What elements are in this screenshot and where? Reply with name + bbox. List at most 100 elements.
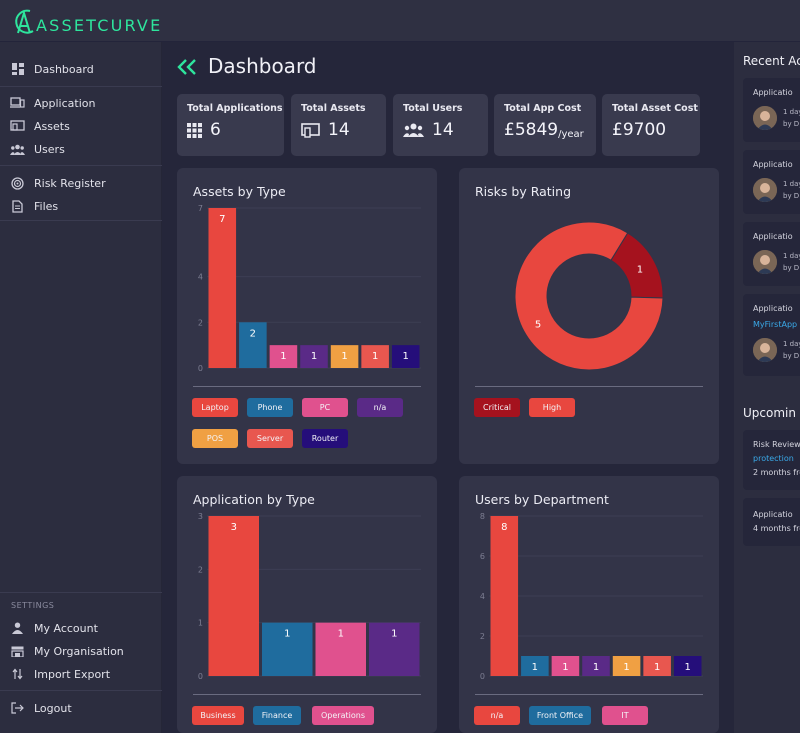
users-icon: [10, 143, 25, 156]
top-bar: ASSETCURVE: [0, 0, 800, 42]
y-tick-label: 1: [198, 619, 203, 628]
activity-author: by D: [783, 120, 800, 128]
bar[interactable]: [582, 656, 610, 676]
sidebar-item-application[interactable]: Application: [10, 93, 95, 113]
avatar: [753, 338, 777, 362]
legend-pill-front-office[interactable]: Front Office: [529, 706, 591, 725]
bar-value-label: 3: [231, 522, 237, 533]
activity-time: 1 day: [783, 252, 800, 260]
sidebar-item-assets[interactable]: Assets: [10, 116, 70, 136]
y-tick-label: 0: [198, 364, 203, 373]
donut-slice[interactable]: [514, 221, 664, 371]
bar[interactable]: [330, 345, 359, 368]
activity-item[interactable]: Applicatio 1 day by D: [743, 150, 800, 214]
sidebar-item-my-account[interactable]: My Account: [10, 618, 98, 638]
bar-value-label: 1: [391, 629, 397, 640]
bar[interactable]: [643, 656, 671, 676]
back-chevrons-icon[interactable]: [175, 57, 199, 77]
sidebar: Dashboard Application Assets Users Risk …: [0, 42, 162, 733]
bar-value-label: 1: [341, 351, 347, 362]
divider: [0, 165, 162, 166]
bar-value-label: 7: [219, 214, 225, 225]
legend-pill-critical[interactable]: Critical: [474, 398, 520, 417]
activity-link[interactable]: MyFirstApp: [753, 320, 798, 329]
bar[interactable]: [208, 516, 260, 676]
sidebar-item-files[interactable]: Files: [10, 196, 58, 216]
legend-divider: [475, 386, 703, 387]
bar[interactable]: [673, 656, 702, 676]
chart-card-application-by-type: Application by Type 0 1 2 3 3 1 1 1 Business Fi…: [177, 476, 437, 733]
stat-card-total-app-cost: Total App Cost £5849/year: [494, 94, 596, 156]
legend-pill-it[interactable]: IT: [602, 706, 648, 725]
legend-pill-business[interactable]: Business: [192, 706, 244, 725]
chart-title: Assets by Type: [193, 184, 286, 199]
legend-pill-server[interactable]: Server: [247, 429, 293, 448]
activity-time: 1 day: [783, 180, 800, 188]
y-tick-label: 4: [198, 273, 203, 282]
bar[interactable]: [208, 208, 237, 368]
upcoming-link[interactable]: protection: [753, 454, 794, 463]
legend-pill-high[interactable]: High: [529, 398, 575, 417]
logo[interactable]: ASSETCURVE: [12, 6, 162, 38]
activity-item[interactable]: Applicatio 1 day by D: [743, 222, 800, 286]
legend-pill-phone[interactable]: Phone: [247, 398, 293, 417]
stat-label: Total App Cost: [504, 103, 582, 114]
stat-value: 6: [210, 120, 221, 140]
bar-value-label: 1: [685, 662, 691, 673]
stat-card-total-applications: Total Applications 6: [177, 94, 284, 156]
bar[interactable]: [269, 345, 298, 368]
legend-pill-finance[interactable]: Finance: [253, 706, 301, 725]
bar[interactable]: [521, 656, 549, 676]
bar-value-label: 1: [654, 662, 660, 673]
recent-activity-title: Recent Ac: [743, 54, 800, 68]
divider: [0, 220, 162, 221]
chart-title: Risks by Rating: [475, 184, 572, 199]
avatar: [753, 106, 777, 130]
legend-pill-na[interactable]: n/a: [357, 398, 403, 417]
bar[interactable]: [315, 622, 367, 676]
bar-value-label: 1: [372, 351, 378, 362]
bar[interactable]: [239, 322, 267, 368]
bar[interactable]: [612, 656, 641, 676]
bar-value-label: 1: [338, 629, 344, 640]
chart-title: Application by Type: [193, 492, 315, 507]
bar[interactable]: [300, 345, 328, 368]
sidebar-item-label: Users: [34, 142, 65, 156]
stat-card-total-users: Total Users 14: [393, 94, 488, 156]
sidebar-item-label: Assets: [34, 119, 70, 133]
upcoming-item[interactable]: Risk Review protection 2 months fro: [743, 430, 800, 490]
bar[interactable]: [262, 622, 313, 676]
sidebar-item-dashboard[interactable]: Dashboard: [10, 59, 94, 79]
bar[interactable]: [490, 516, 519, 676]
activity-item[interactable]: Applicatio MyFirstApp 1 day by D: [743, 294, 800, 376]
logout-button[interactable]: Logout: [10, 698, 72, 718]
bar[interactable]: [369, 622, 420, 676]
legend-pill-operations[interactable]: Operations: [312, 706, 374, 725]
upcoming-item[interactable]: Applicatio 4 months fro: [743, 498, 800, 546]
sidebar-item-label: My Organisation: [34, 644, 124, 658]
upcoming-due: 4 months fro: [753, 524, 800, 533]
bar-value-label: 1: [532, 662, 538, 673]
legend-pill-na[interactable]: n/a: [474, 706, 520, 725]
y-tick-label: 3: [198, 512, 203, 521]
bar[interactable]: [391, 345, 420, 368]
sidebar-item-my-organisation[interactable]: My Organisation: [10, 641, 124, 661]
bar[interactable]: [551, 656, 580, 676]
bar-value-label: 8: [501, 522, 507, 533]
y-tick-label: 2: [480, 632, 485, 641]
legend-pill-router[interactable]: Router: [302, 429, 348, 448]
sidebar-item-users[interactable]: Users: [10, 139, 65, 159]
activity-item[interactable]: Applicatio 1 day by D: [743, 78, 800, 142]
bar[interactable]: [361, 345, 389, 368]
sidebar-item-risk-register[interactable]: Risk Register: [10, 173, 106, 193]
legend-pill-pos[interactable]: POS: [192, 429, 238, 448]
slice-value-label: 5: [535, 320, 541, 331]
legend-pill-pc[interactable]: PC: [302, 398, 348, 417]
legend-pill-laptop[interactable]: Laptop: [192, 398, 238, 417]
sidebar-item-import-export[interactable]: Import Export: [10, 664, 110, 684]
y-tick-label: 0: [480, 672, 485, 681]
upcoming-due: 2 months fro: [753, 468, 800, 477]
assetcurve-logo-icon: [15, 9, 34, 34]
